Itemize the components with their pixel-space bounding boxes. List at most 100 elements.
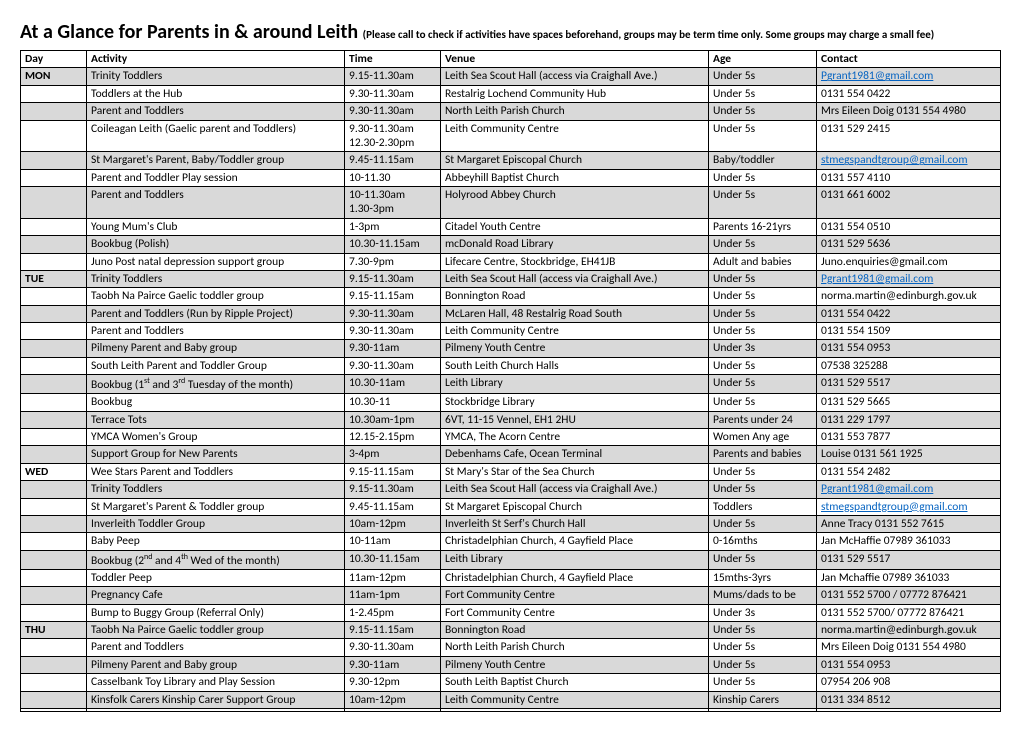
cell-day xyxy=(21,604,87,621)
col-age: Age xyxy=(709,51,817,68)
cell-day xyxy=(21,253,87,270)
cell-activity: Trinity Toddlers xyxy=(87,481,345,498)
table-row: Bookbug (2nd and 4th Wed of the month)10… xyxy=(21,550,1001,569)
cell-contact: 0131 554 0422 xyxy=(817,305,1001,322)
cell-venue: Leith Community Centre xyxy=(441,691,709,708)
cell-venue: Pilmeny Youth Centre xyxy=(441,656,709,673)
cell-activity: Inverleith Toddler Group xyxy=(87,515,345,532)
cell-activity: Wee Stars Parent and Toddlers xyxy=(87,463,345,480)
cell-day xyxy=(21,446,87,463)
cell-day: MON xyxy=(21,68,87,85)
cell-time: 10.30am-1pm xyxy=(345,411,441,428)
cell-venue: mcDonald Road Library xyxy=(441,236,709,253)
contact-link[interactable]: Pgrant1981@gmail.com xyxy=(821,69,933,83)
cell-contact: Pgrant1981@gmail.com xyxy=(817,270,1001,287)
cell-time: 9.15-11.30am xyxy=(345,270,441,287)
table-header-row: Day Activity Time Venue Age Contact xyxy=(21,51,1001,68)
contact-link[interactable]: Pgrant1981@gmail.com xyxy=(821,272,933,286)
table-row: Pregnancy Cafe11am-1pmFort Community Cen… xyxy=(21,587,1001,604)
activities-table: Day Activity Time Venue Age Contact MONT… xyxy=(20,50,1001,712)
cell-time: 9.30-11am xyxy=(345,340,441,357)
table-row: Kinsfolk Carers Kinship Carer Support Gr… xyxy=(21,691,1001,708)
cell-age: 15mths-3yrs xyxy=(709,569,817,586)
cell-time: 9.15-11.30am xyxy=(345,481,441,498)
cell-time: 9.30-11am xyxy=(345,656,441,673)
cell-contact: Juno.enquiries@gmail.com xyxy=(817,253,1001,270)
cell-age: Under 5s xyxy=(709,305,817,322)
cell-activity: Parent and Toddlers xyxy=(87,103,345,120)
cell-day: THU xyxy=(21,622,87,639)
cell-contact: 0131 529 5636 xyxy=(817,236,1001,253)
cell-day xyxy=(21,498,87,515)
cell-activity: Trinity Toddlers xyxy=(87,270,345,287)
cell-age: Mums/dads to be xyxy=(709,587,817,604)
cell-activity: Pilmeny Parent and Baby group xyxy=(87,656,345,673)
table-row: Bookbug10.30-11Stockbridge LibraryUnder … xyxy=(21,394,1001,411)
cell-venue: North Leith Parish Church xyxy=(441,639,709,656)
table-row: Bookbug (1st and 3rd Tuesday of the mont… xyxy=(21,375,1001,394)
cell-age: Under 3s xyxy=(709,340,817,357)
contact-link[interactable]: stmegspandtgroup@gmail.com xyxy=(821,153,968,167)
cell-activity: Parent and Toddlers xyxy=(87,187,345,219)
cell-day xyxy=(21,533,87,550)
cell-time: 9.30-12pm xyxy=(345,674,441,691)
cell-venue: Holyrood Abbey Church xyxy=(441,187,709,219)
cell-activity: Taobh Na Pairce Gaelic toddler group xyxy=(87,288,345,305)
cell-venue: Lifecare Centre, Stockbridge, EH41JB xyxy=(441,253,709,270)
cell-day xyxy=(21,411,87,428)
cell-activity: Trinity Toddlers xyxy=(87,68,345,85)
cell-contact: 0131 229 1797 xyxy=(817,411,1001,428)
cell-activity: St Margaret's Parent, Baby/Toddler group xyxy=(87,152,345,169)
cell-contact: 0131 554 0422 xyxy=(817,85,1001,102)
table-row: Toddlers at the Hub9.30-11.30amRestalrig… xyxy=(21,85,1001,102)
cell-venue: South Leith Church Halls xyxy=(441,357,709,374)
cell-day xyxy=(21,691,87,708)
table-row: Toddler Peep11am-12pmChristadelphian Chu… xyxy=(21,569,1001,586)
cell-contact: stmegspandtgroup@gmail.com xyxy=(817,498,1001,515)
cell-day xyxy=(21,515,87,532)
table-row: Support Group for New Parents3-4pmDebenh… xyxy=(21,446,1001,463)
cell-contact: Louise 0131 561 1925 xyxy=(817,446,1001,463)
cell-activity: Coileagan Leith (Gaelic parent and Toddl… xyxy=(87,120,345,152)
cell-venue: Stockbridge Library xyxy=(441,394,709,411)
cell-day xyxy=(21,236,87,253)
cell-activity: Kinsfolk Carers Kinship Carer Support Gr… xyxy=(87,691,345,708)
cell-day: WED xyxy=(21,463,87,480)
cell-age: Parents 16-21yrs xyxy=(709,218,817,235)
table-row: Parent and Toddlers10-11.30am1.30-3pmHol… xyxy=(21,187,1001,219)
table-row: Casselbank Toy Library and Play Session9… xyxy=(21,674,1001,691)
cell-contact: 0131 554 2482 xyxy=(817,463,1001,480)
cell-day xyxy=(21,639,87,656)
cell-venue: Leith Library xyxy=(441,550,709,569)
contact-link[interactable]: Pgrant1981@gmail.com xyxy=(821,482,933,496)
cell-age: Under 5s xyxy=(709,323,817,340)
table-row: WEDWee Stars Parent and Toddlers9.15-11.… xyxy=(21,463,1001,480)
cell-age: Kinship Carers xyxy=(709,691,817,708)
table-row xyxy=(21,708,1001,711)
cell-contact: norma.martin@edinburgh.gov.uk xyxy=(817,288,1001,305)
table-row: St Margaret's Parent, Baby/Toddler group… xyxy=(21,152,1001,169)
cell-venue: South Leith Baptist Church xyxy=(441,674,709,691)
table-row: Parent and Toddlers (Run by Ripple Proje… xyxy=(21,305,1001,322)
cell-time: 10-11am xyxy=(345,533,441,550)
cell-venue: Leith Sea Scout Hall (access via Craigha… xyxy=(441,481,709,498)
cell-time: 9.45-11.15am xyxy=(345,498,441,515)
cell-time: 10.30-11am xyxy=(345,375,441,394)
cell-day xyxy=(21,656,87,673)
cell-age: Under 5s xyxy=(709,187,817,219)
table-row: MONTrinity Toddlers9.15-11.30amLeith Sea… xyxy=(21,68,1001,85)
table-row: St Margaret's Parent & Toddler group9.45… xyxy=(21,498,1001,515)
cell-age: Parents and babies xyxy=(709,446,817,463)
col-time: Time xyxy=(345,51,441,68)
cell-venue: Christadelphian Church, 4 Gayfield Place xyxy=(441,533,709,550)
cell-day xyxy=(21,169,87,186)
cell-venue: Inverleith St Serf's Church Hall xyxy=(441,515,709,532)
table-row: Inverleith Toddler Group10am-12pmInverle… xyxy=(21,515,1001,532)
cell-activity: Parent and Toddlers xyxy=(87,323,345,340)
cell-activity: Pilmeny Parent and Baby group xyxy=(87,340,345,357)
cell-contact: 0131 554 0953 xyxy=(817,656,1001,673)
cell-time: 10-11.30 xyxy=(345,169,441,186)
cell-activity: Terrace Tots xyxy=(87,411,345,428)
cell-activity: Bookbug (1st and 3rd Tuesday of the mont… xyxy=(87,375,345,394)
contact-link[interactable]: stmegspandtgroup@gmail.com xyxy=(821,500,968,514)
